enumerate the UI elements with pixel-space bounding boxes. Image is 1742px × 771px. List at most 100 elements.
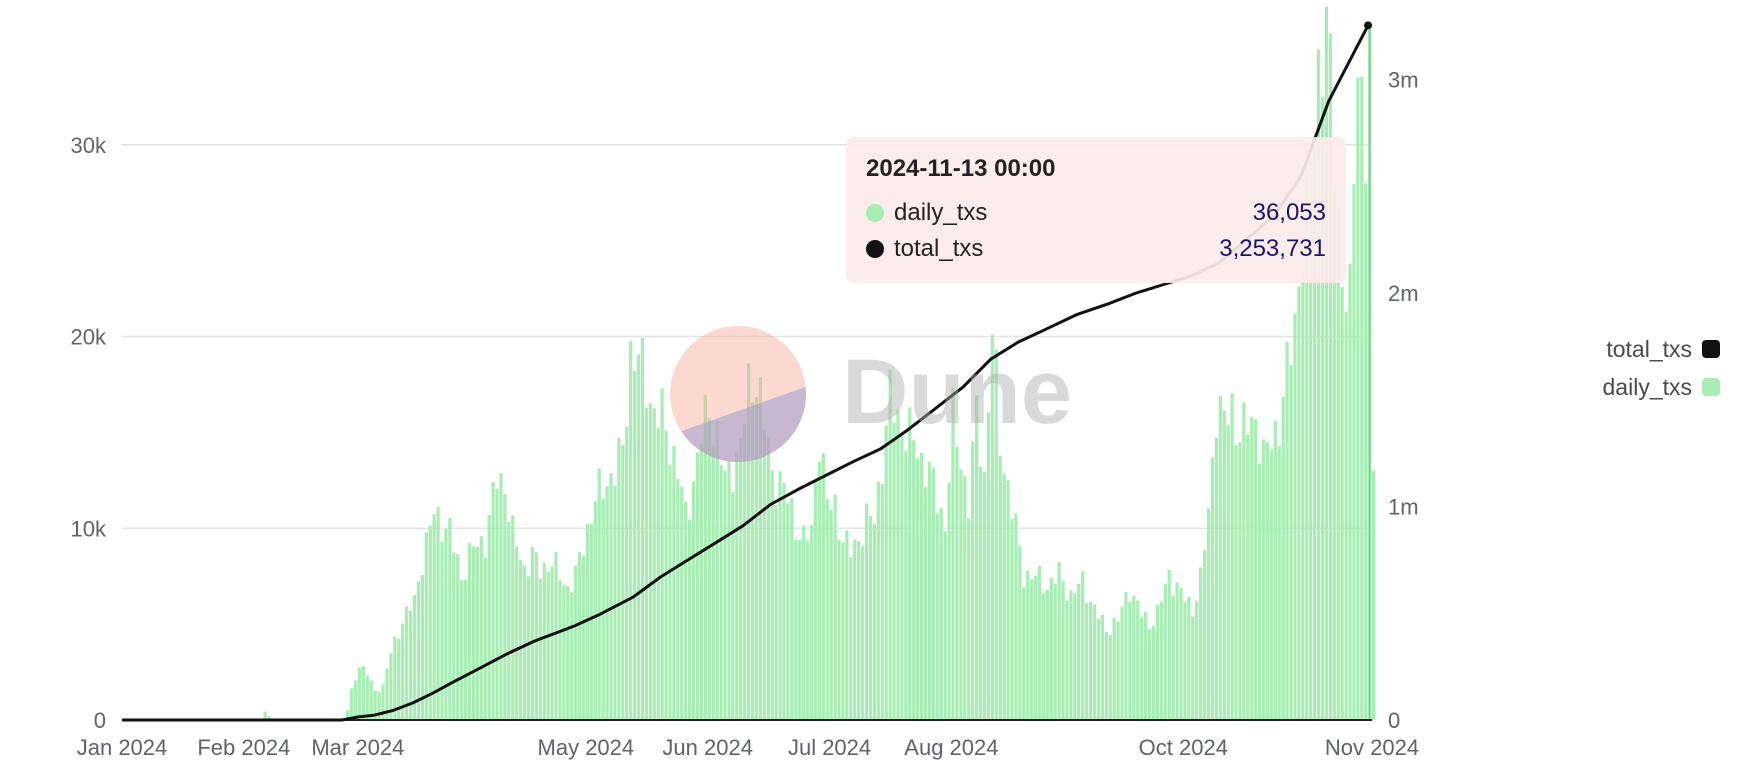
daily-txs-bar[interactable] — [821, 452, 825, 720]
daily-txs-bar[interactable] — [597, 468, 601, 720]
daily-txs-bar[interactable] — [994, 349, 998, 721]
daily-txs-bar[interactable] — [1022, 587, 1026, 720]
daily-txs-bar[interactable] — [1202, 550, 1207, 720]
daily-txs-bar[interactable] — [448, 517, 452, 720]
daily-txs-bar[interactable] — [361, 666, 365, 720]
daily-txs-bar[interactable] — [263, 711, 267, 720]
daily-txs-bar[interactable] — [1116, 621, 1120, 720]
daily-txs-bar[interactable] — [837, 539, 841, 720]
daily-txs-bar[interactable] — [1175, 582, 1179, 720]
daily-txs-bar[interactable] — [1167, 570, 1171, 720]
daily-txs-bar[interactable] — [346, 710, 350, 720]
daily-txs-bar[interactable] — [349, 688, 354, 720]
daily-txs-bar[interactable] — [526, 576, 531, 720]
daily-txs-bar[interactable] — [542, 562, 546, 720]
daily-txs-bar[interactable] — [1179, 587, 1183, 720]
daily-txs-bar[interactable] — [1088, 601, 1093, 720]
daily-txs-bar[interactable] — [1120, 606, 1124, 720]
daily-txs-bar[interactable] — [483, 557, 487, 720]
daily-txs-bar[interactable] — [978, 466, 983, 720]
daily-txs-bar[interactable] — [1081, 571, 1085, 720]
daily-txs-bar[interactable] — [872, 524, 877, 720]
daily-txs-bar[interactable] — [1226, 425, 1230, 720]
daily-txs-bar[interactable] — [377, 691, 381, 720]
daily-txs-bar[interactable] — [762, 429, 766, 720]
daily-txs-bar[interactable] — [636, 354, 641, 720]
daily-txs-bar[interactable] — [860, 545, 865, 720]
daily-txs-bar[interactable] — [774, 504, 778, 720]
daily-txs-bar[interactable] — [1273, 420, 1277, 720]
daily-txs-bar[interactable] — [393, 636, 397, 720]
daily-txs-bar[interactable] — [463, 579, 468, 720]
daily-txs-bar[interactable] — [471, 546, 476, 720]
daily-txs-bar[interactable] — [562, 585, 566, 720]
daily-txs-bar[interactable] — [990, 334, 994, 720]
daily-txs-bar[interactable] — [935, 513, 939, 720]
daily-txs-bar[interactable] — [1285, 341, 1289, 720]
daily-txs-bar[interactable] — [1265, 441, 1270, 720]
daily-txs-bar[interactable] — [605, 486, 609, 721]
daily-txs-bar[interactable] — [652, 408, 656, 720]
daily-txs-bar[interactable] — [1364, 183, 1368, 720]
daily-txs-bar[interactable] — [672, 445, 676, 720]
daily-txs-bar[interactable] — [1297, 286, 1301, 720]
daily-txs-bar[interactable] — [959, 469, 963, 720]
daily-txs-bar[interactable] — [770, 470, 774, 720]
daily-txs-bar[interactable] — [593, 501, 597, 720]
daily-txs-bar[interactable] — [707, 417, 711, 720]
daily-txs-bar[interactable] — [833, 494, 837, 720]
daily-txs-bar[interactable] — [1006, 480, 1010, 720]
daily-txs-bar[interactable] — [735, 451, 739, 720]
daily-txs-bar[interactable] — [613, 485, 617, 720]
daily-txs-bar[interactable] — [530, 546, 535, 720]
daily-txs-bar[interactable] — [585, 523, 590, 720]
daily-txs-bar[interactable] — [1281, 396, 1285, 720]
daily-txs-bar[interactable] — [747, 363, 751, 720]
daily-txs-bar[interactable] — [554, 552, 558, 720]
daily-txs-bar[interactable] — [802, 525, 806, 720]
daily-txs-bar[interactable] — [589, 524, 593, 720]
daily-txs-bar[interactable] — [1289, 365, 1293, 720]
daily-txs-bar[interactable] — [1159, 601, 1163, 720]
daily-txs-bar[interactable] — [1261, 439, 1266, 720]
daily-txs-bar[interactable] — [703, 394, 707, 720]
daily-txs-bar[interactable] — [440, 541, 444, 720]
daily-txs-bar[interactable] — [731, 492, 735, 720]
daily-txs-bar[interactable] — [1092, 604, 1097, 720]
daily-txs-bar[interactable] — [1041, 592, 1046, 720]
daily-txs-bar[interactable] — [581, 555, 586, 720]
daily-txs-bar[interactable] — [864, 503, 869, 721]
daily-txs-bar[interactable] — [1096, 619, 1101, 720]
daily-txs-bar[interactable] — [1128, 601, 1132, 720]
daily-txs-bar[interactable] — [943, 531, 947, 720]
daily-txs-bar[interactable] — [475, 546, 479, 720]
daily-txs-bar[interactable] — [1242, 402, 1246, 720]
daily-txs-bar[interactable] — [353, 680, 358, 720]
daily-txs-bar[interactable] — [499, 472, 503, 720]
daily-txs-bar[interactable] — [927, 462, 932, 720]
daily-txs-bar[interactable] — [876, 481, 880, 720]
daily-txs-bar[interactable] — [758, 377, 763, 720]
daily-txs-bar[interactable] — [857, 541, 861, 720]
daily-txs-bar[interactable] — [1187, 596, 1191, 720]
daily-txs-bar[interactable] — [676, 479, 680, 720]
daily-txs-bar[interactable] — [534, 552, 538, 720]
daily-txs-bar[interactable] — [1033, 575, 1038, 720]
daily-txs-bar[interactable] — [1356, 77, 1360, 721]
daily-txs-bar[interactable] — [798, 540, 802, 720]
daily-txs-bar[interactable] — [570, 592, 574, 720]
daily-txs-bar[interactable] — [1352, 184, 1356, 720]
daily-txs-bar[interactable] — [617, 438, 621, 720]
daily-txs-bar[interactable] — [357, 667, 362, 720]
daily-txs-bar[interactable] — [766, 438, 770, 720]
daily-txs-bar[interactable] — [389, 653, 393, 720]
daily-txs-bar[interactable] — [892, 422, 896, 720]
daily-txs-bar[interactable] — [754, 397, 759, 720]
daily-txs-bar[interactable] — [401, 623, 405, 720]
daily-txs-bar[interactable] — [951, 388, 955, 720]
daily-txs-bar[interactable] — [511, 515, 515, 720]
daily-txs-bar[interactable] — [1340, 287, 1344, 720]
daily-txs-bar[interactable] — [1234, 444, 1238, 720]
daily-txs-bar[interactable] — [668, 465, 672, 720]
daily-txs-bar[interactable] — [841, 542, 845, 720]
